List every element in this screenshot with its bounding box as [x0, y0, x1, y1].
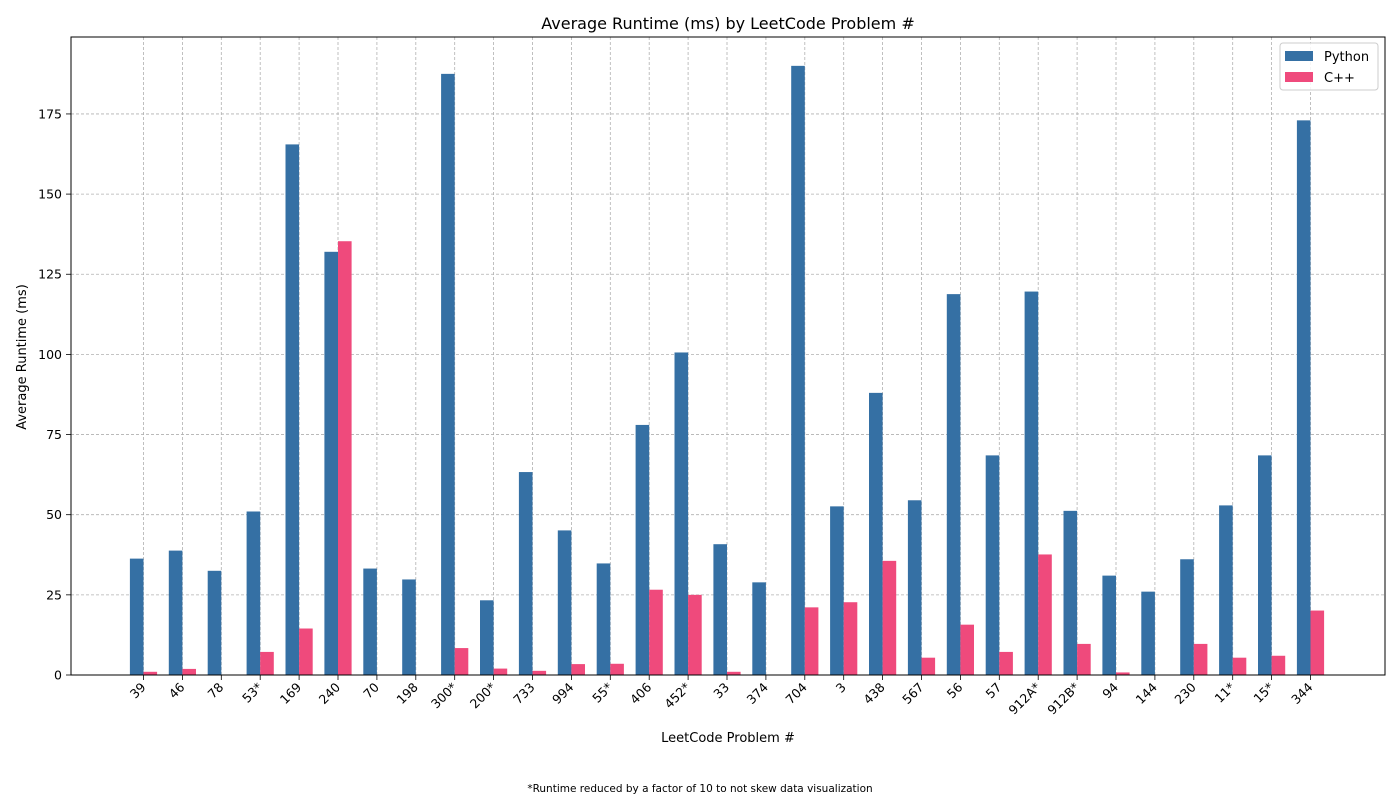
y-axis-label: Average Runtime (ms) — [15, 284, 30, 430]
bar-python-15* — [1258, 455, 1272, 675]
bar-python-912A* — [1024, 291, 1039, 675]
legend-swatch-python — [1285, 51, 1313, 61]
y-tick-label: 125 — [38, 267, 62, 282]
bar-cpp-733 — [532, 670, 547, 675]
y-tick-label: 100 — [38, 347, 62, 362]
bar-python-230 — [1180, 559, 1194, 675]
bar-python-78 — [207, 570, 222, 675]
bar-python-39 — [129, 558, 144, 675]
y-tick-label: 175 — [38, 106, 62, 121]
bar-python-55* — [596, 563, 611, 675]
legend: Python C++ — [1279, 42, 1379, 91]
bar-cpp-53* — [260, 651, 274, 675]
bar-python-3 — [830, 506, 844, 675]
bars — [129, 65, 1325, 676]
plot-frame — [70, 36, 1386, 676]
y-tick-label: 25 — [46, 587, 62, 602]
bar-python-94 — [1102, 575, 1116, 675]
bar-python-406 — [635, 424, 650, 675]
bar-python-53* — [246, 511, 261, 675]
bar-python-300* — [441, 73, 455, 676]
y-tick-label: 0 — [54, 668, 62, 683]
bar-python-733 — [518, 472, 533, 675]
bar-python-438 — [869, 392, 883, 675]
bar-cpp-994 — [571, 664, 585, 675]
bar-cpp-15* — [1271, 655, 1286, 675]
bar-cpp-11* — [1232, 657, 1247, 675]
y-tick-label: 150 — [38, 187, 62, 202]
bar-python-704 — [791, 65, 805, 676]
bar-cpp-55* — [610, 663, 624, 675]
bar-cpp-200* — [493, 668, 508, 675]
bar-cpp-230 — [1193, 643, 1208, 675]
bar-python-56 — [946, 294, 961, 675]
bar-cpp-56 — [960, 624, 974, 675]
bar-cpp-300* — [454, 648, 469, 675]
bar-python-57 — [985, 455, 1000, 675]
bar-cpp-344 — [1310, 610, 1325, 675]
bar-cpp-94 — [1116, 672, 1130, 675]
bar-cpp-912A* — [1038, 554, 1052, 675]
bar-python-567 — [907, 500, 922, 675]
bar-python-144 — [1141, 591, 1155, 675]
legend-label-cpp: C++ — [1324, 71, 1355, 86]
footnote: *Runtime reduced by a factor of 10 to no… — [527, 783, 872, 795]
y-tick-label: 50 — [46, 507, 62, 522]
bar-cpp-912B* — [1077, 643, 1091, 675]
bar-cpp-704 — [804, 607, 819, 675]
bar-python-994 — [557, 530, 572, 675]
bar-python-46 — [168, 550, 183, 675]
bar-cpp-240 — [338, 241, 352, 675]
bar-cpp-33 — [727, 671, 741, 675]
bar-cpp-169 — [299, 628, 313, 675]
bar-python-344 — [1296, 120, 1311, 675]
y-tick-label: 75 — [46, 427, 62, 442]
bar-python-198 — [402, 579, 416, 675]
bar-cpp-46 — [182, 668, 196, 675]
bar-python-33 — [713, 544, 727, 675]
bar-python-374 — [752, 582, 766, 675]
bar-python-912B* — [1063, 510, 1078, 675]
bar-cpp-406 — [649, 589, 663, 675]
bar-python-169 — [285, 144, 300, 676]
bar-cpp-39 — [143, 671, 158, 675]
bar-cpp-452* — [688, 594, 702, 675]
legend-label-python: Python — [1324, 50, 1369, 65]
bar-python-70 — [363, 568, 377, 675]
bar-python-11* — [1219, 505, 1233, 675]
bar-python-240 — [324, 251, 338, 675]
bar-python-200* — [480, 600, 494, 675]
bar-cpp-438 — [882, 560, 897, 675]
x-axis-label: LeetCode Problem # — [661, 731, 795, 746]
chart-title: Average Runtime (ms) by LeetCode Problem… — [541, 14, 914, 33]
bar-cpp-3 — [843, 602, 858, 675]
bar-cpp-567 — [921, 657, 936, 675]
bar-python-452* — [674, 352, 689, 675]
legend-swatch-cpp — [1285, 72, 1313, 82]
bar-cpp-57 — [999, 651, 1013, 675]
